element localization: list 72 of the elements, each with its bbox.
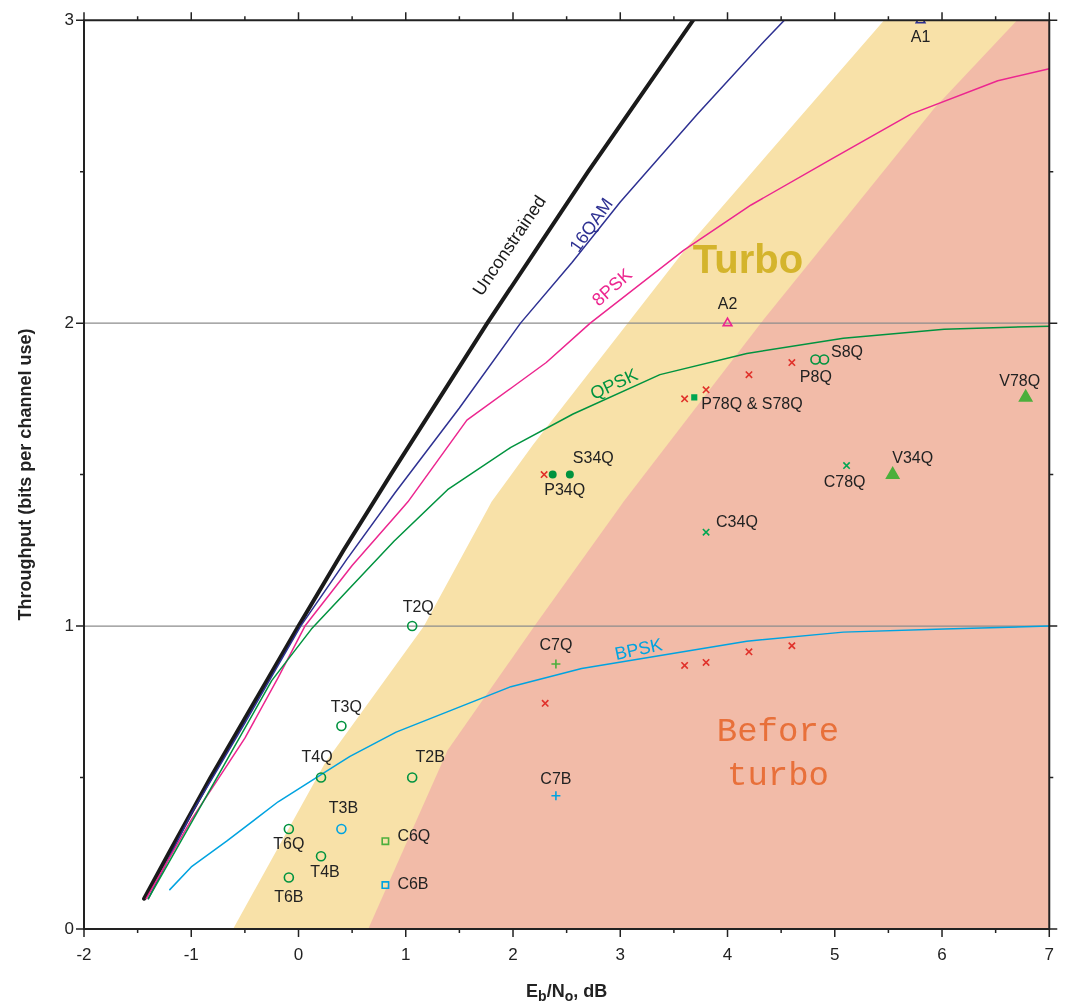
point bbox=[702, 658, 711, 667]
point bbox=[885, 466, 900, 479]
annotation: S8Q bbox=[831, 342, 864, 360]
x-tick-label: 5 bbox=[830, 944, 840, 964]
annotation: T6Q bbox=[273, 835, 305, 853]
y-tick-label: 0 bbox=[64, 918, 74, 938]
point bbox=[550, 658, 562, 670]
annotation: C6B bbox=[397, 875, 429, 893]
point bbox=[283, 872, 295, 883]
point bbox=[381, 837, 390, 846]
x-tick-label: 3 bbox=[615, 944, 625, 964]
point bbox=[1018, 389, 1033, 402]
y-tick-label: 2 bbox=[64, 312, 74, 332]
annotation: S34Q bbox=[572, 449, 614, 467]
point bbox=[680, 661, 689, 670]
point bbox=[744, 647, 753, 656]
series-label: Before turbo bbox=[716, 713, 840, 795]
y-tick-label: 3 bbox=[64, 9, 74, 29]
x-tick-label: 6 bbox=[937, 944, 947, 964]
annotation: T2B bbox=[415, 747, 445, 765]
annotation: T3Q bbox=[330, 698, 362, 716]
point bbox=[810, 354, 821, 365]
point bbox=[541, 699, 550, 708]
point bbox=[842, 461, 851, 470]
point bbox=[336, 720, 347, 732]
point bbox=[315, 851, 327, 862]
x-tick-label: 0 bbox=[293, 944, 304, 964]
point bbox=[691, 394, 698, 401]
annotation: T4B bbox=[310, 862, 340, 880]
annotation: P34Q bbox=[544, 481, 586, 499]
point bbox=[722, 317, 733, 327]
x-tick-label: 1 bbox=[401, 944, 411, 964]
point bbox=[818, 354, 830, 365]
annotation: C78Q bbox=[823, 472, 866, 490]
annotation: T6B bbox=[274, 887, 304, 905]
point bbox=[702, 528, 711, 537]
annotation: T3B bbox=[328, 799, 359, 817]
point bbox=[548, 470, 557, 479]
x-tick-label: 7 bbox=[1044, 944, 1055, 964]
annotation: T4Q bbox=[301, 747, 333, 765]
x-tick-label: -1 bbox=[183, 944, 199, 964]
point bbox=[406, 620, 418, 632]
series-label: Turbo bbox=[692, 237, 804, 282]
annotation: T2Q bbox=[402, 598, 434, 616]
point bbox=[680, 394, 689, 403]
point bbox=[315, 772, 327, 783]
point bbox=[283, 823, 295, 835]
y-tick-label: 1 bbox=[64, 615, 74, 635]
annotation: V34Q bbox=[892, 449, 934, 467]
annotation: C34Q bbox=[716, 512, 758, 530]
annotation: A2 bbox=[717, 294, 738, 312]
y-axis-title: Throughput (bits per channel use) bbox=[14, 328, 35, 621]
point bbox=[744, 370, 753, 379]
annotation: A1 bbox=[910, 27, 931, 45]
x-tick-label: 2 bbox=[508, 944, 518, 964]
point bbox=[540, 470, 549, 479]
x-tick-label: -2 bbox=[76, 944, 92, 964]
point bbox=[787, 358, 796, 367]
annotation: V78Q bbox=[999, 371, 1041, 389]
text: BPSK bbox=[612, 634, 665, 665]
point bbox=[381, 881, 390, 890]
point bbox=[406, 772, 418, 783]
annotation: C7Q bbox=[539, 636, 573, 654]
annotation: C6Q bbox=[397, 826, 431, 844]
x-tick-label: 4 bbox=[722, 944, 733, 964]
annotation: C7B bbox=[540, 770, 572, 788]
point bbox=[787, 641, 796, 650]
annotation: P78Q & S78Q bbox=[701, 394, 803, 412]
annotation: P8Q bbox=[799, 367, 832, 385]
point bbox=[336, 823, 347, 835]
point bbox=[565, 470, 574, 479]
point bbox=[702, 385, 711, 394]
